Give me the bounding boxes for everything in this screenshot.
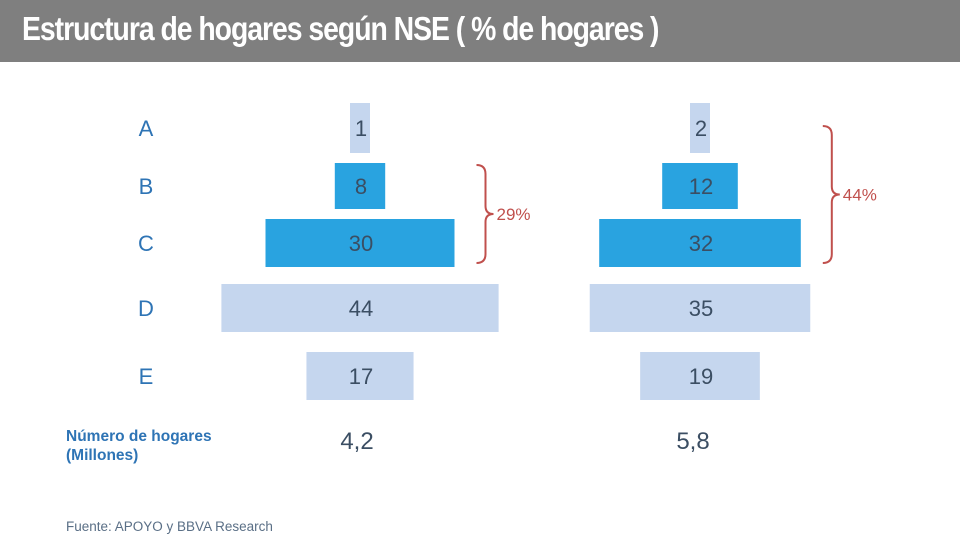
category-label-d: D [138, 296, 154, 321]
category-label-e: E [139, 364, 154, 389]
data-label-series-1-c: 30 [349, 231, 373, 256]
bar-series-2-a [690, 103, 710, 153]
category-label-b: B [139, 174, 154, 199]
households-total-series-2: 5,8 [676, 428, 710, 455]
households-label-line1: Número de hogares [66, 428, 212, 445]
households-label-line2: (Millones) [66, 447, 139, 464]
data-label-series-2-c: 32 [689, 231, 713, 256]
bar-series-2-d [589, 284, 811, 332]
bar-series-1-c [265, 219, 455, 267]
bar-series-2-b [662, 163, 738, 209]
bar-series-2-e [640, 352, 760, 400]
data-label-series-1-e: 17 [349, 364, 373, 389]
data-label-series-2-e: 19 [689, 364, 713, 389]
bracket-label-series-1: 29% [497, 205, 531, 224]
bracket-series-2 [822, 125, 840, 264]
title-bar: Estructura de hogares según NSE ( % de h… [0, 0, 960, 62]
pyramid-chart-svg: A B C D E 1 8 30 44 17 2 12 32 35 19 29% 44% [138, 103, 877, 400]
bar-series-2-c [599, 219, 801, 267]
category-label-a: A [139, 116, 154, 141]
bar-series-1-e [306, 352, 414, 400]
data-label-series-2-d: 35 [689, 296, 713, 321]
data-label-series-2-a: 2 [695, 116, 707, 141]
source-note: Fuente: APOYO y BBVA Research [66, 519, 273, 534]
bracket-label-series-2: 44% [843, 186, 877, 205]
data-label-series-1-d: 44 [349, 296, 373, 321]
bar-series-1-b [334, 163, 386, 209]
pyramid-chart: A B C D E 1 8 30 44 17 2 12 32 35 19 29% 44% [0, 62, 960, 540]
data-label-series-1-b: 8 [355, 174, 367, 199]
category-label-c: C [138, 231, 154, 256]
bar-series-1-a [350, 103, 370, 153]
data-label-series-1-a: 1 [355, 116, 367, 141]
data-label-series-2-b: 12 [689, 174, 713, 199]
households-row-label: Número de hogares (Millones) [66, 427, 212, 465]
page-title: Estructura de hogares según NSE ( % de h… [22, 10, 660, 47]
households-total-series-1: 4,2 [340, 428, 374, 455]
bar-series-1-d [221, 284, 499, 332]
bracket-series-1 [476, 164, 494, 264]
